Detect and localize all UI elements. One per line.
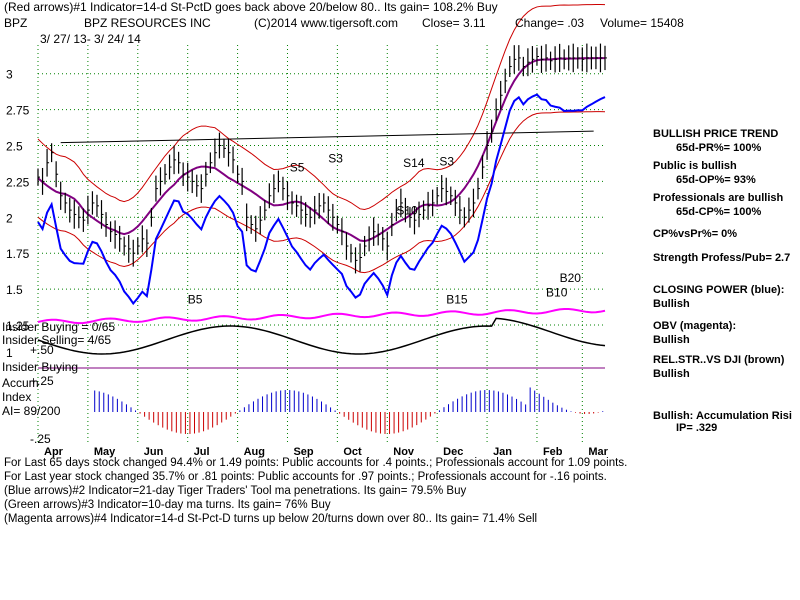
signal-label: S3 xyxy=(439,155,454,169)
x-tick-label: Feb xyxy=(543,446,563,458)
copyright: (C)2014 www.tigersoft.com xyxy=(254,16,399,30)
x-tick-label: Oct xyxy=(343,446,362,458)
insider-buying-ratio: Insider Buying = 0/65 xyxy=(2,320,116,334)
y-tick-label: 1.75 xyxy=(6,247,30,261)
x-tick-label: May xyxy=(94,446,116,458)
resistance-line xyxy=(60,130,594,144)
signal-label: B10 xyxy=(546,285,568,299)
x-tick-label: Nov xyxy=(393,446,415,458)
date-range: 3/ 27/ 13- 3/ 24/ 14 xyxy=(40,32,141,46)
pr-value: 65d-PR%= 100% xyxy=(676,142,762,154)
x-tick-label: Jan xyxy=(493,446,512,458)
company-name: BPZ RESOURCES INC xyxy=(84,16,211,30)
signal-label: S5 xyxy=(290,160,305,174)
x-tick-label: Aug xyxy=(244,446,265,458)
y-tick-label: 1.25 xyxy=(6,319,30,333)
signal-label: S3 xyxy=(328,152,343,166)
obv-label: OBV (magenta): xyxy=(653,320,737,332)
accum-rising: Bullish: Accumulation Risi xyxy=(653,410,792,422)
change-value: Change= .03 xyxy=(515,16,585,30)
ref-one: 1 xyxy=(6,346,13,360)
insider-buying-label: Insider Buying xyxy=(2,360,79,374)
cpvspr-value: CP%vsPr%= 0% xyxy=(653,228,738,240)
x-tick-label: Sep xyxy=(293,446,313,458)
bullish-price-trend: BULLISH PRICE TREND xyxy=(653,128,779,140)
footer-line4: (Green arrows)#3 Indicator=10-day ma tur… xyxy=(4,499,331,511)
relstr-label: REL.STR..VS DJI (brown) xyxy=(653,354,785,366)
ref-minus25: -.25 xyxy=(30,432,51,446)
index-label: Index xyxy=(2,390,32,404)
y-axis-ticks: 3 2.75 2.5 2.25 2 1.75 1.5 1.25 xyxy=(6,68,30,333)
x-tick-label: Dec xyxy=(443,446,463,458)
y-tick-label: 2 xyxy=(6,211,13,225)
upper-band xyxy=(37,4,606,210)
closing-power-status: Bullish xyxy=(653,298,690,310)
closing-power-series xyxy=(37,93,606,306)
closing-power-line xyxy=(37,93,606,306)
ip-value: IP= .329 xyxy=(676,422,718,434)
accumulation-histogram xyxy=(94,387,604,434)
x-tick-label: Mar xyxy=(588,446,608,458)
footer-line1: For Last 65 days stock changed 94.4% or … xyxy=(4,457,628,469)
price-band xyxy=(37,4,606,274)
op-value: 65d-OP%= 93% xyxy=(676,174,756,186)
y-tick-label: 2.75 xyxy=(6,104,30,118)
ref-plus25: +.25 xyxy=(30,374,54,388)
footer-line3: (Blue arrows)#2 Indicator=21-day Tiger T… xyxy=(4,485,467,497)
volume-value: Volume= 15408 xyxy=(600,16,684,30)
public-bullish: Public is bullish xyxy=(653,160,737,172)
obv-series xyxy=(37,307,606,325)
obv-status: Bullish xyxy=(653,334,690,346)
y-tick-label: 2.5 xyxy=(6,140,23,154)
ticker-label: BPZ xyxy=(4,16,28,30)
x-tick-label: Apr xyxy=(44,446,64,458)
y-tick-label: 3 xyxy=(6,68,13,82)
ai-label: AI= 89/200 xyxy=(2,404,61,418)
x-axis-ticks: Apr May Jun Jul Aug Sep Oct Nov Dec Jan Feb Mar xyxy=(44,446,609,458)
footer-line2: For Last year stock changed 35.7% or .81… xyxy=(4,471,607,483)
relative-strength-line xyxy=(37,317,606,369)
grid-lines xyxy=(37,45,605,445)
signal-label: S10 xyxy=(396,203,418,217)
closing-power-label: CLOSING POWER (blue): xyxy=(653,284,785,296)
signal-label: B20 xyxy=(560,271,582,285)
lower-band xyxy=(37,111,606,274)
pros-bullish: Professionals are bullish xyxy=(653,192,784,204)
close-value: Close= 3.11 xyxy=(422,16,486,30)
y-tick-label: 2.25 xyxy=(6,175,30,189)
y-tick-label: 1.5 xyxy=(6,283,23,297)
footer-line5: (Magenta arrows)#4 Indicator=14-d St-Pct… xyxy=(4,513,538,525)
obv-line xyxy=(37,307,606,325)
relative-strength-series xyxy=(37,317,606,355)
moving-average xyxy=(37,57,606,243)
x-tick-label: Jun xyxy=(144,446,164,458)
ref-plus50: +.50 xyxy=(30,343,54,357)
signal-label: S14 xyxy=(403,156,425,170)
x-tick-label: Jul xyxy=(194,446,210,458)
signal-label: B15 xyxy=(446,292,468,306)
header-line1: (Red arrows)#1 Indicator=14-d St-PctD go… xyxy=(4,0,498,14)
cp-value: 65d-CP%= 100% xyxy=(676,206,762,218)
insider-selling-ratio: Insider Selling= 4/65 xyxy=(2,333,112,347)
accum-label: Accum xyxy=(2,376,39,390)
price-bars xyxy=(37,43,607,274)
relstr-status: Bullish xyxy=(653,368,690,380)
signal-label: B5 xyxy=(188,292,203,306)
strength-value: Strength Profess/Pub= 2.7 xyxy=(653,252,791,264)
